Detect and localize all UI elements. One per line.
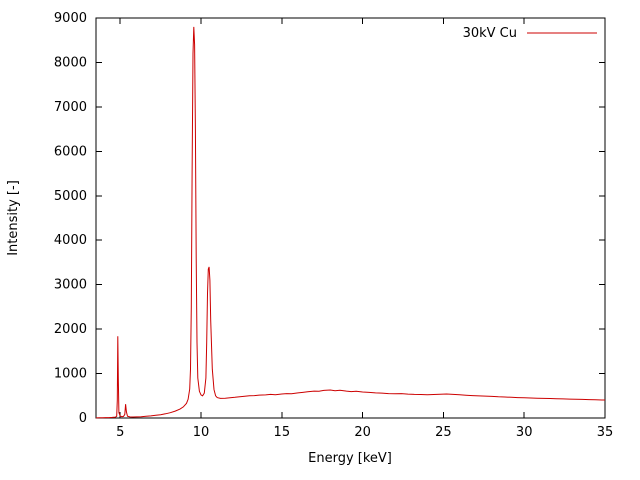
x-tick-label: 15 <box>274 425 291 440</box>
x-tick-label: 25 <box>435 425 452 440</box>
y-tick-label: 1000 <box>54 367 87 382</box>
y-tick-label: 0 <box>79 411 87 426</box>
legend-label: 30kV Cu <box>463 26 517 41</box>
y-tick-label: 5000 <box>54 189 87 204</box>
x-axis-title: Energy [keV] <box>308 451 392 466</box>
y-tick-label: 9000 <box>54 11 87 26</box>
y-tick-label: 8000 <box>54 55 87 70</box>
y-axis-title: Intensity [-] <box>6 180 21 256</box>
y-tick-label: 2000 <box>54 322 87 337</box>
x-tick-label: 20 <box>354 425 371 440</box>
plot-border <box>95 17 606 419</box>
x-tick-label: 10 <box>193 425 210 440</box>
y-tick-label: 6000 <box>54 144 87 159</box>
plot-generated-layer: 5 10 15 20 25 30 35 0 1000 2000 3000 4000 5000 6000 70… <box>54 11 613 440</box>
series-line <box>95 26 605 419</box>
x-tick-label: 5 <box>116 425 124 440</box>
y-tick-label: 7000 <box>54 100 87 115</box>
y-tick-label: 4000 <box>54 233 87 248</box>
y-tick-label: 3000 <box>54 278 87 293</box>
x-tick-label: 30 <box>516 425 533 440</box>
x-tick-label: 35 <box>597 425 614 440</box>
